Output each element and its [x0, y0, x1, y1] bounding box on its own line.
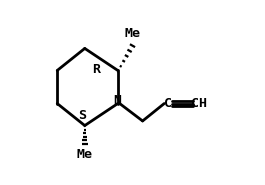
Text: R: R — [92, 63, 100, 76]
Text: C: C — [164, 97, 172, 110]
Text: Me: Me — [125, 27, 140, 40]
Text: Me: Me — [77, 147, 93, 161]
Text: N: N — [113, 94, 121, 107]
Text: CH: CH — [191, 97, 207, 110]
Text: S: S — [78, 109, 86, 122]
